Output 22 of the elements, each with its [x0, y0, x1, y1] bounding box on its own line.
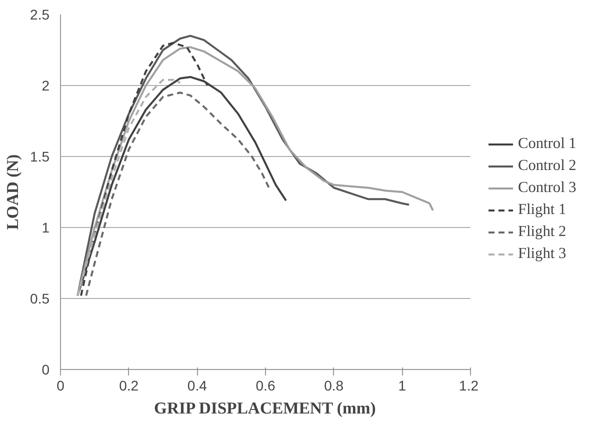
x-tick-label: 0.6: [256, 378, 276, 394]
legend-label: Control 1: [518, 135, 576, 153]
y-axis-title: LOAD (N): [3, 154, 22, 230]
legend-label: Flight 2: [518, 223, 566, 241]
x-tick-label: 0.8: [324, 378, 344, 394]
legend-label: Control 2: [518, 157, 576, 175]
x-tick-label: 0.4: [187, 378, 208, 394]
legend-label: Control 3: [518, 179, 576, 197]
legend-label: Flight 3: [518, 245, 566, 263]
x-tick-label: 1.2: [459, 378, 479, 394]
y-tick-label: 2.5: [30, 6, 50, 22]
x-tick-label: 0.2: [119, 378, 139, 394]
legend-label: Flight 1: [518, 201, 566, 219]
y-tick-label: 1.5: [30, 148, 50, 164]
line-series: [85, 92, 270, 297]
y-tick-label: 0: [42, 362, 50, 378]
y-tick-label: 1: [42, 220, 50, 236]
y-tick-label: 0.5: [30, 290, 50, 306]
y-tick-label: 2: [42, 78, 50, 94]
x-tick-label: 0: [56, 378, 65, 394]
x-axis-title: GRIP DISPLACEMENT (mm): [154, 398, 376, 418]
x-tick-label: 1: [398, 378, 406, 394]
